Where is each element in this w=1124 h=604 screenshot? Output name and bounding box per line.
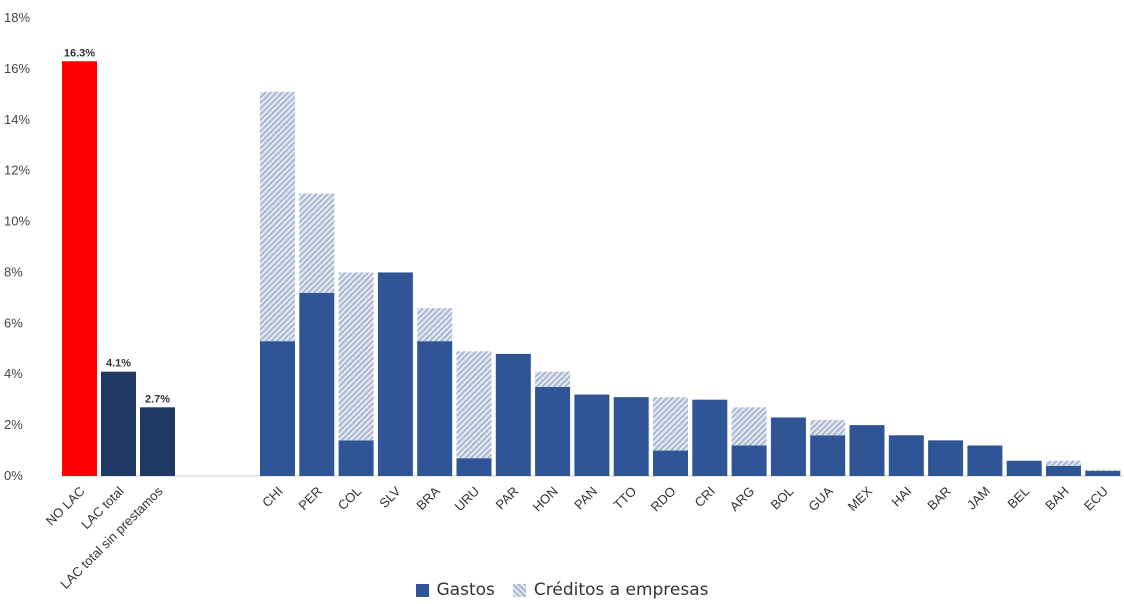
bar-chi-creditos	[260, 91, 295, 342]
bar-arg-gastos	[731, 445, 767, 476]
x-tick-label: PAR	[493, 484, 522, 513]
bar-cri-gastos	[692, 399, 728, 476]
bar-tto-gastos	[613, 397, 649, 476]
legend-label-creditos: Créditos a empresas	[533, 580, 709, 600]
bar-bar-gastos	[928, 440, 964, 476]
x-tick-label: PAN	[571, 484, 600, 513]
y-tick-label: 2%	[4, 417, 23, 432]
x-tick-label: RDO	[648, 484, 679, 515]
bar-mex-gastos	[849, 425, 885, 476]
legend: Gastos Créditos a empresas	[0, 580, 1124, 600]
x-tick-label: BRA	[413, 483, 443, 513]
x-tick-label: COL	[335, 484, 365, 514]
x-tick-label: BOL	[768, 484, 797, 513]
bar-per-gastos	[299, 292, 335, 476]
x-tick-label: PER	[295, 484, 325, 514]
x-tick-label: CRI	[691, 484, 717, 510]
x-tick-label: BAH	[1042, 484, 1072, 514]
bar-arg-creditos	[731, 407, 767, 446]
bar-bah-creditos	[1046, 460, 1081, 466]
bar-ecu-creditos	[1085, 469, 1121, 471]
data-label: 4.1%	[106, 358, 131, 370]
x-tick-label: BAR	[924, 484, 954, 514]
y-tick-label: 6%	[4, 315, 23, 330]
bar-par-gastos	[495, 353, 531, 476]
legend-item-creditos: Créditos a empresas	[512, 580, 709, 600]
bar-no-lac	[62, 61, 97, 476]
y-tick-label: 8%	[4, 264, 23, 279]
legend-swatch-creditos	[512, 583, 526, 597]
bar-bra-gastos	[417, 341, 453, 476]
x-tick-label: SLV	[376, 483, 404, 511]
legend-swatch-gastos	[415, 583, 429, 597]
x-tick-label: MEX	[845, 483, 876, 514]
y-tick-label: 0%	[4, 468, 23, 483]
legend-label-gastos: Gastos	[436, 580, 495, 600]
x-tick-label: HAI	[888, 484, 914, 510]
bar-ecu-gastos	[1085, 470, 1121, 476]
bar-lac-total	[101, 371, 136, 476]
data-label: 16.3%	[64, 47, 95, 59]
x-tick-label: GUA	[805, 483, 836, 514]
bar-col-creditos	[338, 272, 374, 441]
bar-rdo-gastos	[653, 450, 688, 476]
bar-gua-gastos	[810, 435, 846, 476]
bar-gua-creditos	[810, 420, 846, 436]
bar-jam-gastos	[967, 445, 1003, 476]
y-tick-label: 10%	[4, 214, 30, 229]
bar-chi-gastos	[260, 341, 295, 476]
x-tick-label: CHI	[259, 484, 285, 510]
y-tick-label: 12%	[4, 163, 30, 178]
bar-bol-gastos	[770, 417, 806, 476]
y-tick-label: 18%	[4, 10, 30, 25]
y-tick-label: 14%	[4, 112, 30, 127]
x-tick-label: ARG	[727, 484, 758, 515]
bar-per-creditos	[299, 193, 335, 293]
data-label: 2.7%	[145, 393, 170, 405]
bar-col-gastos	[338, 440, 374, 476]
bar-bra-creditos	[417, 308, 453, 342]
bar-rdo-creditos	[653, 397, 688, 451]
x-tick-label: HON	[530, 484, 561, 515]
bar-pan-gastos	[574, 394, 610, 476]
y-tick-label: 4%	[4, 366, 23, 381]
bars	[62, 61, 1121, 476]
bar-hai-gastos	[888, 435, 924, 476]
bar-lac-total-sin-prestamos	[140, 407, 175, 476]
x-tick-label: JAM	[964, 484, 993, 513]
x-tick-label: ECU	[1081, 484, 1111, 514]
legend-item-gastos: Gastos	[415, 580, 495, 600]
bar-bel-gastos	[1006, 460, 1042, 476]
x-tick-label: BEL	[1004, 484, 1032, 512]
bar-bah-gastos	[1046, 465, 1081, 476]
x-tick-label: TTO	[610, 484, 639, 513]
y-tick-label: 16%	[4, 61, 30, 76]
bar-slv-gastos	[377, 272, 413, 476]
x-tick-label: URU	[452, 484, 483, 515]
bar-hon-gastos	[535, 386, 571, 476]
bar-uru-gastos	[456, 458, 492, 476]
bar-uru-creditos	[456, 351, 492, 459]
bar-hon-creditos	[535, 371, 571, 387]
